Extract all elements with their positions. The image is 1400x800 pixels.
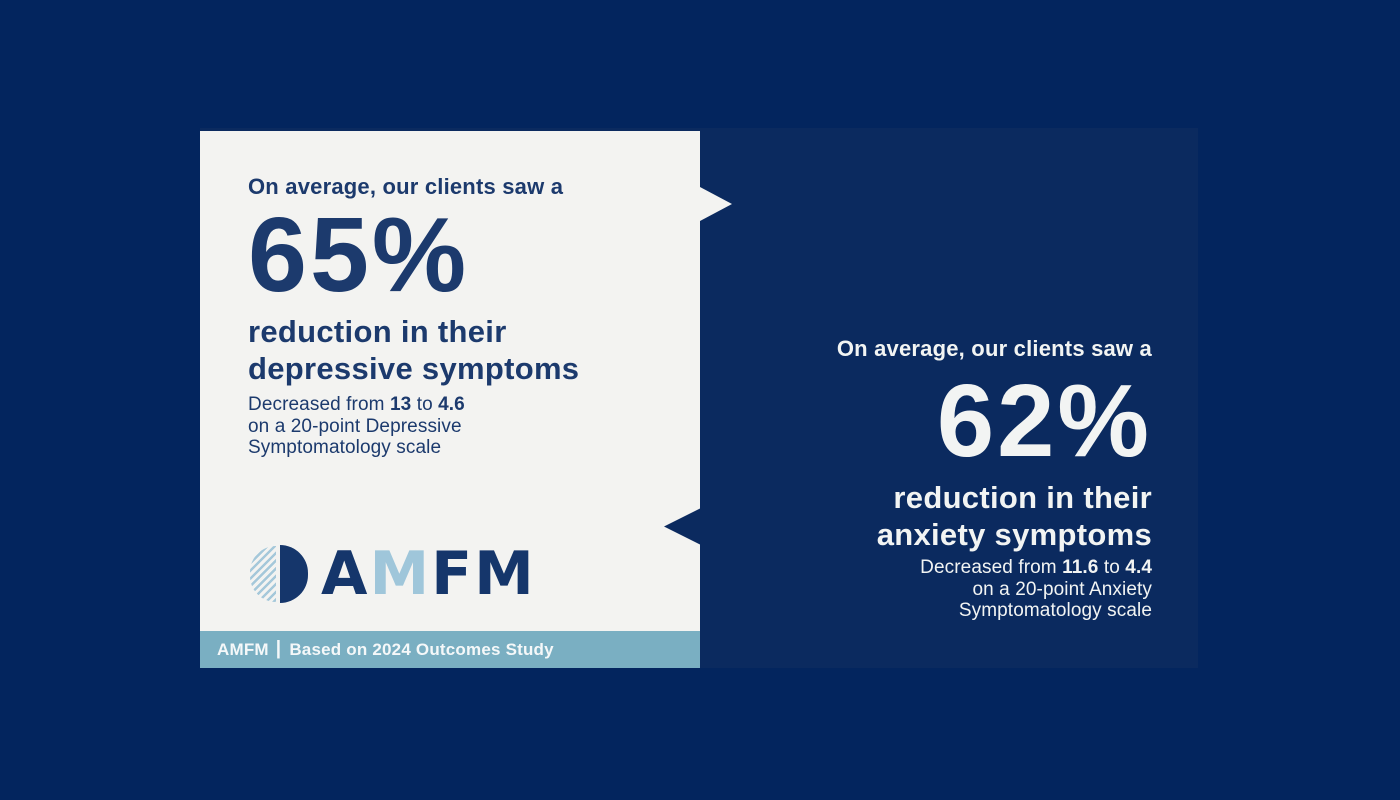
depression-detail: Decreased from 13 to 4.6 on a 20-point D… [248, 394, 660, 459]
anxiety-detail-line3: Symptomatology scale [958, 600, 1152, 621]
depression-stat-card: On average, our clients saw a 65% reduct… [200, 131, 732, 668]
anxiety-detail-line1: Decreased from 11.6 to 4.4 [692, 557, 1152, 579]
anxiety-headline: reduction in their anxiety symptoms [692, 479, 1152, 553]
depression-detail-line1: Decreased from 13 to 4.6 [248, 394, 660, 416]
depression-headline-line2: depressive symptoms [248, 351, 580, 386]
anxiety-headline-line2: anxiety symptoms [876, 517, 1152, 552]
amfm-logo-circle-icon [250, 545, 308, 603]
depression-headline-line1: reduction in their [248, 314, 507, 349]
logo-solid-half-icon [280, 545, 308, 603]
detail-lead: Decreased from [920, 557, 1057, 578]
card-background: On average, our clients saw a 65% reduct… [200, 131, 700, 631]
detail-lead: Decreased from [248, 394, 385, 415]
detail-from-value: 11.6 [1062, 557, 1099, 578]
anxiety-stat-percentage: 62% [936, 363, 1152, 478]
footer-note: Based on 2024 Outcomes Study [289, 639, 554, 659]
anxiety-headline-line1: reduction in their [893, 480, 1152, 515]
detail-connector: to [1103, 557, 1120, 578]
depression-detail-line2: on a 20-point Depressive [248, 415, 462, 437]
logo-letter-m2: M [474, 539, 536, 609]
detail-from-value: 13 [389, 394, 412, 415]
logo-letter-f: F [431, 539, 475, 609]
depression-headline: reduction in their depressive symptoms [248, 313, 660, 387]
detail-connector: to [416, 394, 433, 415]
logo-striped-half-icon [250, 546, 276, 602]
footer-brand: AMFM [217, 639, 269, 659]
anxiety-detail: Decreased from 11.6 to 4.4 on a 20-point… [692, 557, 1152, 622]
detail-to-value: 4.4 [1125, 557, 1152, 578]
depression-stat-percentage: 65% [248, 196, 470, 314]
amfm-logo-text: AMFM [321, 544, 536, 604]
detail-to-value: 4.6 [438, 394, 465, 415]
anxiety-intro-text: On average, our clients saw a [836, 336, 1152, 361]
card-footer-bar: AMFM | Based on 2024 Outcomes Study [200, 631, 700, 668]
logo-letter-m1: M [369, 539, 432, 609]
footer-divider: | [275, 637, 282, 659]
card-intro-text: On average, our clients saw a [248, 174, 564, 199]
anxiety-stat-block: On average, our clients saw a 62% reduct… [692, 337, 1152, 622]
logo-letter-a: A [321, 539, 370, 609]
amfm-logo: AMFM [250, 544, 536, 604]
card-body: On average, our clients saw a 65% reduct… [200, 131, 700, 459]
anxiety-detail-line2: on a 20-point Anxiety [972, 578, 1152, 600]
depression-detail-line3: Symptomatology scale [248, 437, 442, 458]
